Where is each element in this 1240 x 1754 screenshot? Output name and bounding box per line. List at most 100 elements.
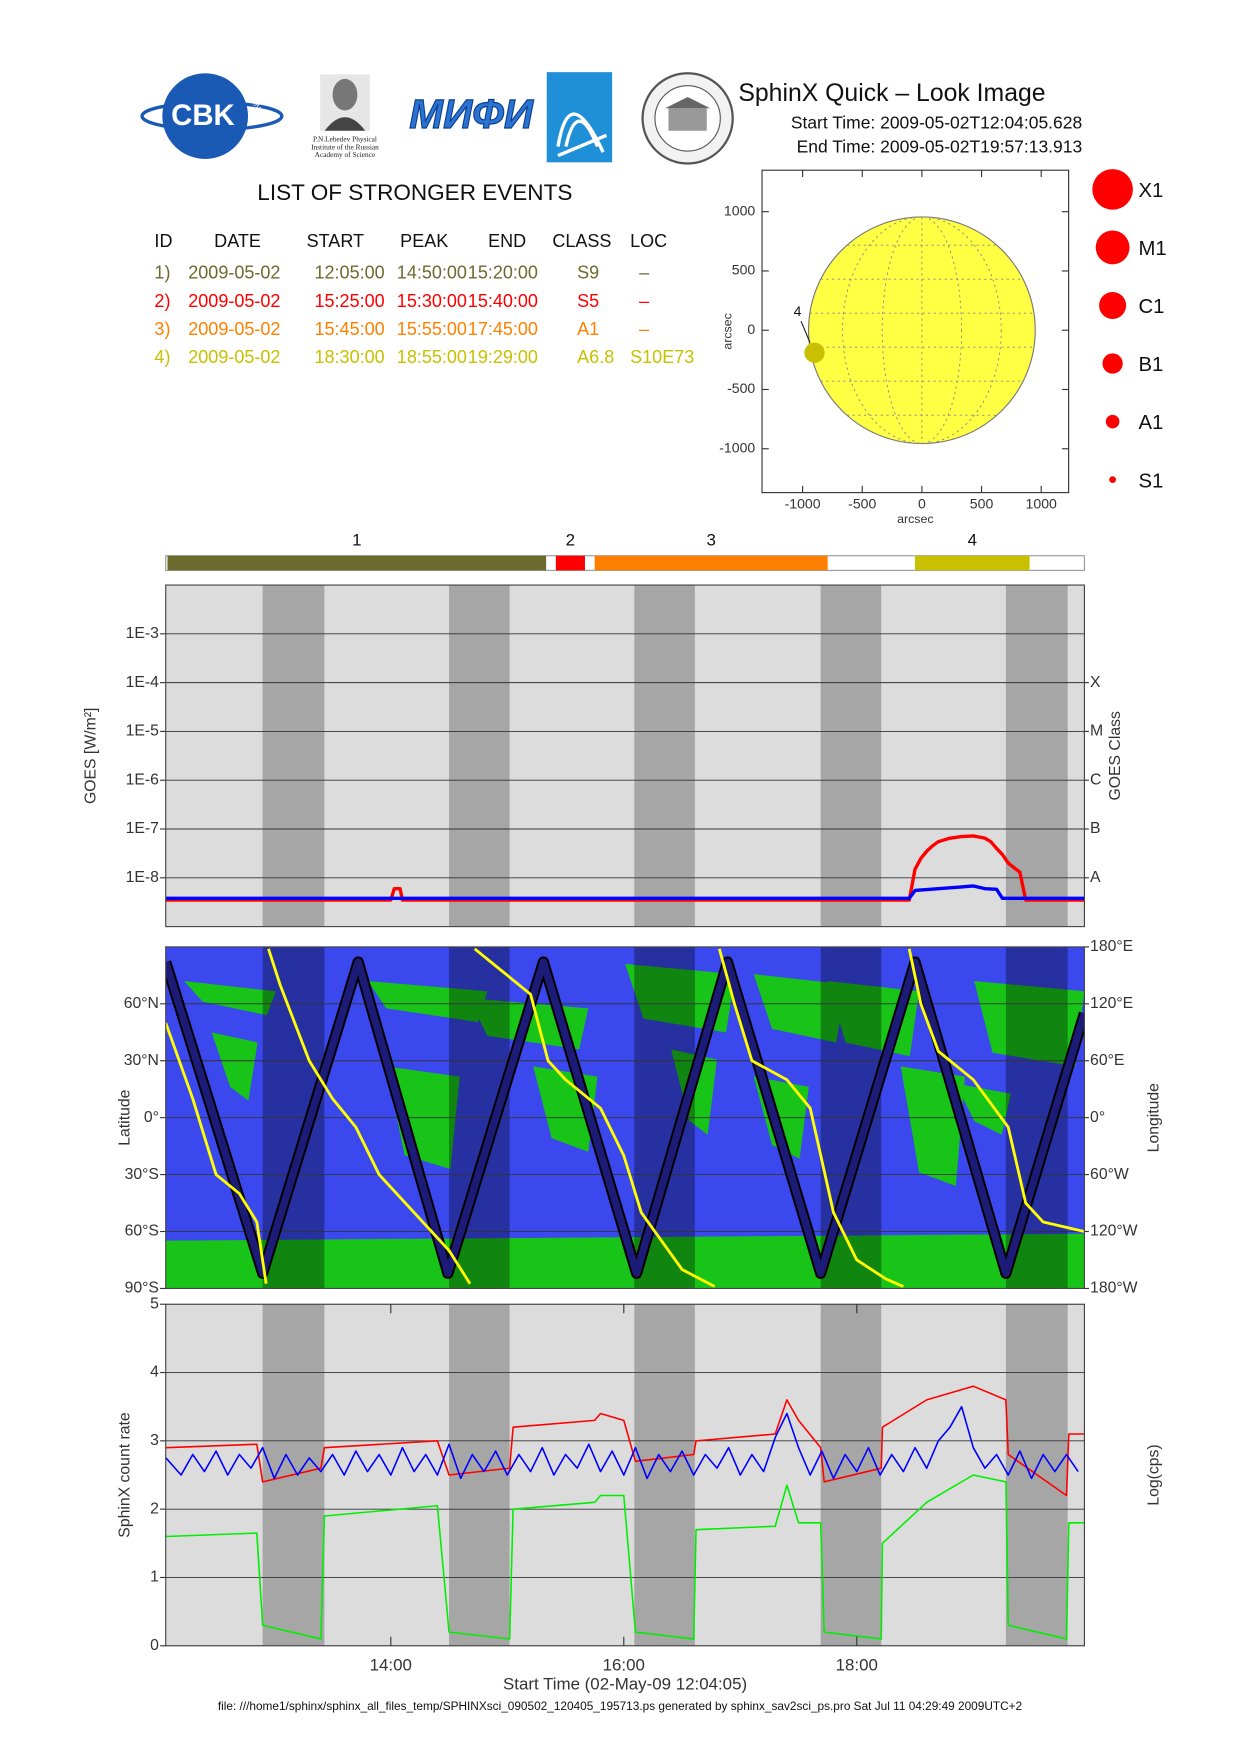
event-bar: [915, 555, 1030, 571]
y-tick-label: 0: [747, 321, 755, 337]
y-tick-label: 4: [150, 1364, 159, 1381]
x-tick-label: -500: [848, 496, 876, 512]
y-tick-label: 60°S: [125, 1223, 159, 1240]
land: [974, 981, 1085, 1067]
event-bar-label: 3: [706, 531, 715, 550]
table-cell: 15:40:00: [468, 291, 538, 311]
table-header: END: [488, 231, 526, 251]
shaded-interval: [262, 585, 325, 927]
size-legend-marker: [1099, 291, 1127, 320]
land: [367, 981, 488, 1023]
table-cell: S5: [577, 291, 599, 311]
plot-frame: [165, 1303, 1085, 1647]
logo-cbk: CBK PAN: [140, 73, 284, 159]
x-tick-label: -1000: [785, 496, 821, 512]
y-tick-label: -1000: [719, 439, 755, 455]
table-cell: 15:20:00: [468, 263, 538, 283]
shaded-interval: [449, 585, 510, 927]
plot-frame: [165, 584, 1085, 928]
logo-text: PAN: [248, 91, 263, 111]
size-legend-marker: [1102, 353, 1123, 374]
table-cell: 2009-05-02: [188, 263, 280, 283]
size-legend-label: S1: [1139, 470, 1164, 492]
logo-lebedev: P.N.Lebedev Physical Institute of the Ru…: [311, 74, 379, 159]
y2-tick-label: 120°W: [1090, 1223, 1138, 1240]
y-tick-label: 1E-5: [126, 723, 160, 740]
events-title: LIST OF STRONGER EVENTS: [257, 180, 572, 205]
table-cell: 15:45:00: [315, 319, 385, 339]
table-cell: 19:29:00: [468, 347, 538, 367]
shaded-interval: [1005, 585, 1068, 927]
series-line: [165, 1474, 1084, 1640]
portrait-body: [324, 117, 366, 131]
disk-meridian: [881, 216, 963, 445]
table-cell: 2009-05-02: [188, 347, 280, 367]
logo-arcs: [556, 112, 608, 158]
table-cell: S9: [577, 263, 599, 283]
size-legend-label: X1: [1139, 180, 1164, 202]
seal-roof: [665, 96, 711, 109]
table-header: PEAK: [400, 231, 448, 251]
y-tick-label: 5: [150, 1295, 159, 1312]
table-cell: 15:55:00: [397, 319, 467, 339]
logo-caption: Institute of the Russian: [311, 142, 379, 151]
table-cell: 17:45:00: [468, 319, 538, 339]
logo-iki: [546, 72, 613, 163]
shaded-interval: [634, 585, 695, 927]
table-cell: 3): [154, 319, 170, 339]
portrait-head: [332, 78, 358, 111]
series-line: [165, 1405, 1079, 1480]
size-legend-label: C1: [1139, 296, 1165, 318]
event-bar-label: 1: [352, 531, 361, 550]
y2-tick-label: C: [1090, 771, 1101, 788]
size-legend-marker: [1109, 476, 1116, 484]
y2-tick-label: X: [1090, 674, 1101, 691]
x-tick-label: 18:00: [836, 1656, 878, 1675]
table-cell: 18:30:00: [315, 347, 385, 367]
y2-tick-label: 180°W: [1090, 1280, 1138, 1297]
logo-caption: Academy of Science: [315, 150, 376, 159]
y-tick-label: 2: [150, 1500, 159, 1517]
y2-axis-label: GOES Class: [1107, 711, 1124, 800]
y2-tick-label: 60°W: [1090, 1166, 1129, 1183]
x-tick-label: 14:00: [370, 1656, 412, 1675]
x-axis-label: arcsec: [897, 512, 933, 526]
y-axis-label: Latitude: [116, 1089, 133, 1145]
logo-disk: [162, 73, 249, 159]
y2-tick-label: 120°E: [1090, 995, 1133, 1012]
y-tick-label: 1: [150, 1569, 159, 1586]
leader-line: [800, 320, 811, 343]
event-bar: [167, 555, 547, 571]
table-cell: 2009-05-02: [188, 291, 280, 311]
x-tick-label: 500: [970, 496, 994, 512]
y2-tick-label: A: [1090, 869, 1101, 886]
table-cell: 2): [154, 291, 170, 311]
y-tick-label: 3: [150, 1432, 159, 1449]
table-header: START: [307, 231, 364, 251]
land: [165, 1233, 1085, 1289]
land: [184, 981, 276, 1016]
y2-tick-label: 0°: [1090, 1109, 1105, 1126]
table-cell: 1): [154, 263, 170, 283]
y-axis-label: SphinX count rate: [116, 1412, 133, 1538]
table-cell: –: [639, 291, 650, 311]
event-bar-label: 2: [566, 531, 575, 550]
size-legend-marker: [1095, 230, 1130, 265]
land: [753, 974, 846, 1043]
shaded-interval: [634, 1304, 695, 1646]
event-bar: [594, 555, 828, 571]
size-legend-label: B1: [1139, 354, 1164, 376]
x-tick-label: 16:00: [603, 1656, 645, 1675]
table-cell: 2009-05-02: [188, 319, 280, 339]
y-tick-label: 1E-7: [126, 820, 159, 837]
table-cell: 14:50:00: [397, 263, 467, 283]
y-tick-label: 1E-8: [126, 869, 160, 886]
logo-mephi: МИФИ: [409, 91, 534, 137]
y-tick-label: 1E-3: [126, 625, 160, 642]
plot-area: [165, 1304, 1085, 1646]
y-axis-label: GOES [W/m²]: [82, 708, 99, 804]
title: SphinX Quick – Look Image: [738, 80, 1045, 107]
table-header: CLASS: [552, 231, 611, 251]
